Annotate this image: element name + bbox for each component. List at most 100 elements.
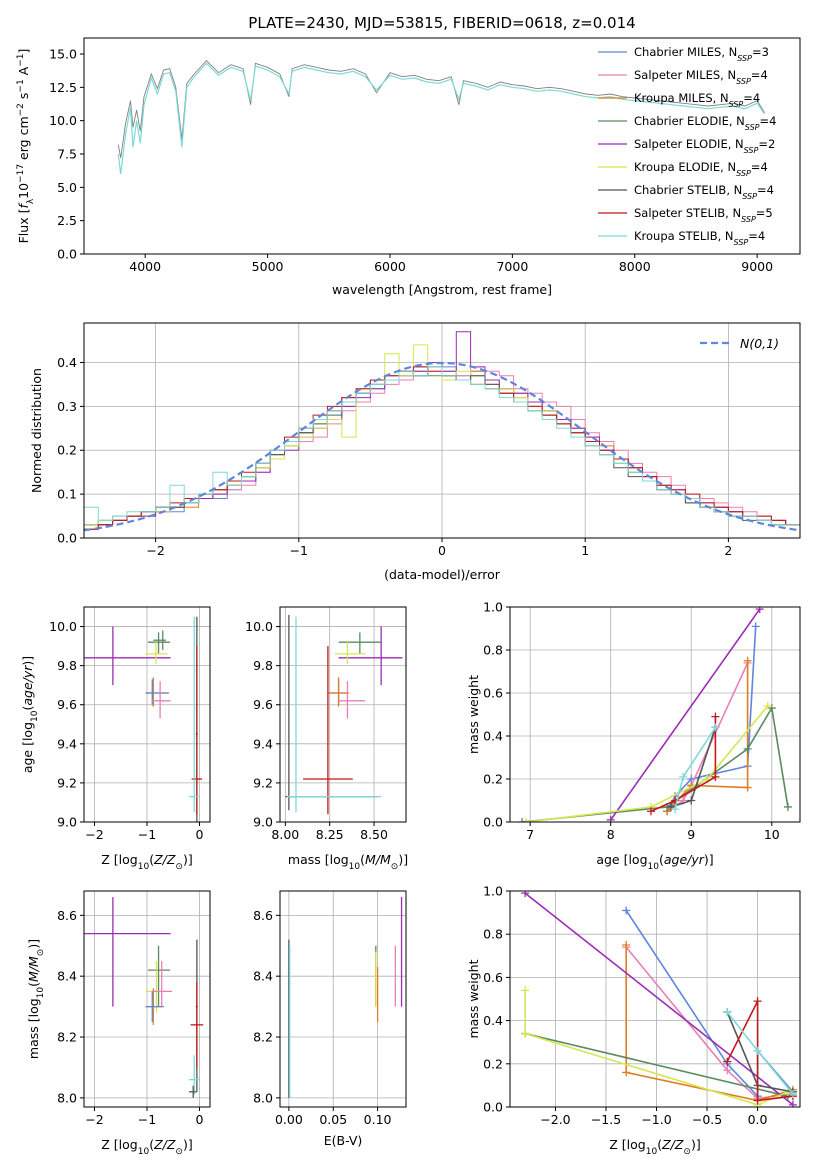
mass-vs-z-ytick-label: 8.4 (57, 969, 77, 984)
age-vs-mass-ytick-label: 9.0 (253, 815, 273, 830)
mass-vs-ebv-ytick-label: 8.4 (253, 969, 273, 984)
age-vs-z-ytick-label: 10.0 (49, 619, 77, 634)
errorbar-point (190, 982, 204, 1068)
residuals-ylabel: Normed distribution (29, 368, 44, 493)
mass-vs-z-xlabel: Z [log10(Z/Z⊙)] (101, 1137, 192, 1157)
age-vs-mass-xtick-label: 8.00 (271, 827, 299, 842)
mass-vs-z-xtick-label: −1 (138, 1112, 156, 1127)
residuals-ytick-label: 0.2 (57, 443, 77, 458)
weight-vs-age-xtick-label: 8 (607, 827, 615, 842)
residuals-plot (84, 331, 800, 538)
weight-vs-z-ytick-label: 0.8 (483, 927, 503, 942)
mass-vs-ebv-plot (288, 897, 403, 1098)
weight-vs-z-chart: −2.0 −1.5 −1.0 −0.5 0.0 0.0 0.2 0.4 0.6 0.8 1.0 Z [… (466, 884, 801, 1157)
residuals-xtick-label: −2 (146, 543, 164, 558)
spectrum-plot (117, 60, 765, 175)
weight-point-marker (788, 1090, 797, 1099)
spectrum-xtick-label: 6000 (374, 259, 406, 274)
residuals-axes: −2 −1 0 1 2 0.0 0.1 0.2 0.3 0.4 (57, 322, 801, 558)
legend-label: Salpeter ELODIE, NSSP=2 (634, 137, 775, 155)
weight-vs-age-xtick-label: 9 (687, 827, 695, 842)
mass-vs-z-xtick-label: −2 (85, 1112, 103, 1127)
spectrum-ytick-label: 2.5 (57, 213, 77, 228)
spectrum-xtick-label: 8000 (619, 259, 651, 274)
spectrum-ytick-label: 10.0 (49, 113, 77, 128)
errorbar-point (191, 646, 203, 815)
mass-vs-z-ylabel: mass [log10(M/M⊙)] (26, 939, 46, 1059)
weight-point-marker (622, 1068, 631, 1077)
legend-label: Chabrier ELODIE, NSSP=4 (634, 114, 776, 132)
weight-vs-age-ylabel: mass weight (466, 675, 481, 754)
spectrum-xtick-label: 7000 (496, 259, 528, 274)
weight-vs-z-axes: −2.0 −1.5 −1.0 −0.5 0.0 0.0 0.2 0.4 0.6 0.8 1.0 (483, 884, 801, 1127)
residuals-ytick-label: 0.4 (57, 355, 77, 370)
spectrum-series-line (117, 62, 765, 175)
mass-vs-z-ytick-label: 8.2 (57, 1030, 77, 1045)
age-vs-mass-axes: 8.00 8.25 8.50 9.0 9.2 9.4 9.6 9.8 10.0 (245, 606, 407, 842)
age-vs-z-ytick-label: 9.4 (57, 736, 77, 751)
weight-point-marker (711, 723, 720, 732)
weight-point-marker (622, 906, 631, 915)
weight-point-marker (521, 986, 530, 995)
age-vs-mass-ytick-label: 10.0 (245, 619, 273, 634)
weight-vs-age-ytick-label: 0.0 (483, 815, 503, 830)
weight-series-line (650, 716, 717, 813)
weight-point-marker (753, 1096, 762, 1105)
weight-point-marker (723, 1057, 732, 1066)
mass-vs-ebv-chart: 0.00 0.05 0.10 8.0 8.2 8.4 8.6 E(B-V) (253, 890, 407, 1148)
weight-point-marker (521, 891, 530, 898)
residuals-ytick-label: 0.3 (57, 399, 77, 414)
spectrum-ytick-label: 5.0 (57, 180, 77, 195)
errorbar-point (338, 681, 366, 719)
histogram-series-step (84, 366, 800, 538)
gaussian-reference-curve (84, 361, 800, 532)
weight-point-marker (522, 818, 531, 822)
mass-vs-ebv-frame (279, 890, 407, 1108)
age-vs-mass-xlabel: mass [log10(M/M⊙)] (288, 852, 408, 872)
residuals-xtick-label: 2 (724, 543, 732, 558)
spectrum-xtick-label: 9000 (741, 259, 773, 274)
age-vs-mass-chart: 8.00 8.25 8.50 9.0 9.2 9.4 9.6 9.8 10.0 mass [log… (245, 606, 408, 872)
age-vs-z-ytick-label: 9.6 (57, 697, 77, 712)
spectrum-xtick-label: 4000 (129, 259, 161, 274)
mass-vs-z-grid (84, 891, 210, 1107)
age-vs-z-plot (84, 616, 203, 822)
spectrum-xtick-label: 5000 (252, 259, 284, 274)
age-vs-mass-ytick-label: 9.2 (253, 775, 273, 790)
legend-label: Salpeter MILES, NSSP=4 (634, 68, 768, 86)
age-vs-z-xlabel: Z [log10(Z/Z⊙)] (101, 852, 192, 872)
errorbar-point (189, 1055, 200, 1095)
weight-point-marker (711, 712, 720, 721)
weight-point-marker (743, 783, 752, 792)
weight-vs-z-xtick-label: −1.0 (641, 1112, 671, 1127)
weight-point-marker (679, 772, 688, 781)
spectrum-legend: Chabrier MILES, NSSP=3 Salpeter MILES, NS… (598, 45, 776, 247)
residuals-ytick-label: 0.1 (57, 487, 77, 502)
mass-vs-z-ytick-label: 8.0 (57, 1090, 77, 1105)
spectrum-frame (83, 37, 801, 255)
figure-title: PLATE=2430, MJD=53815, FIBERID=0618, z=0… (248, 14, 635, 32)
weight-vs-age-ytick-label: 1.0 (483, 600, 503, 615)
errorbar-point (327, 677, 350, 707)
weight-point-marker (743, 744, 752, 753)
weight-point-marker (646, 807, 655, 816)
weight-vs-age-ytick-label: 0.6 (483, 686, 503, 701)
mass-vs-ebv-xtick-label: 0.05 (319, 1112, 347, 1127)
weight-vs-age-xtick-label: 7 (526, 827, 534, 842)
errorbar-point (84, 897, 171, 1007)
weight-vs-z-xtick-label: −1.5 (591, 1112, 621, 1127)
mass-vs-z-chart: −2 −1 0 8.0 8.2 8.4 8.6 Z [log10(Z/Z⊙)] mass [lo… (26, 890, 211, 1157)
age-vs-z-ytick-label: 9.8 (57, 658, 77, 673)
age-vs-z-ytick-label: 9.2 (57, 775, 77, 790)
legend-label: Chabrier STELIB, NSSP=4 (634, 183, 774, 201)
residuals-xtick-label: −1 (290, 543, 308, 558)
weight-point-marker (606, 815, 615, 822)
weight-point-marker (783, 802, 792, 811)
mass-vs-ebv-xtick-label: 0.00 (275, 1112, 303, 1127)
weight-point-marker (711, 772, 720, 781)
weight-vs-age-ytick-label: 0.8 (483, 643, 503, 658)
age-vs-z-xtick-label: −1 (138, 827, 156, 842)
age-vs-z-axes: −2 −1 0 9.0 9.2 9.4 9.6 9.8 10.0 (49, 606, 211, 842)
errorbar-point (148, 945, 171, 1007)
age-vs-mass-xtick-label: 8.25 (316, 827, 344, 842)
